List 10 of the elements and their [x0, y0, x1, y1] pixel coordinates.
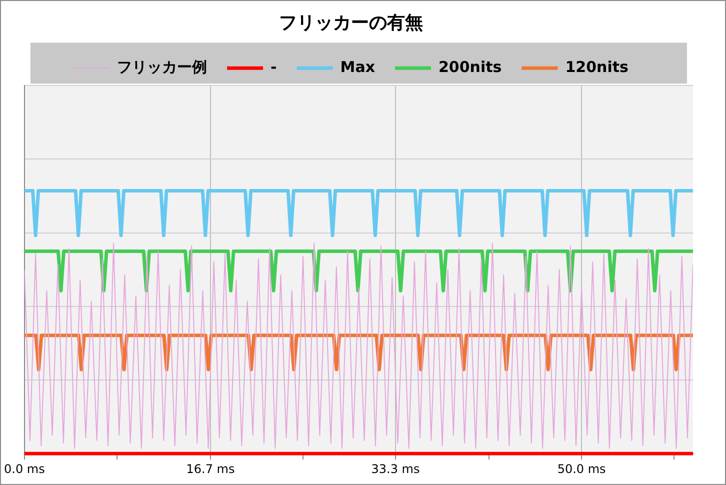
- legend-label: 120nits: [565, 58, 629, 76]
- x-tick-label: 16.7 ms: [186, 462, 235, 476]
- legend-label: -: [270, 58, 277, 76]
- legend-label: 200nits: [438, 58, 502, 76]
- chart-title: フリッカーの有無: [279, 12, 423, 34]
- x-tick-label: 0.0 ms: [4, 462, 45, 476]
- x-tick-label: 33.3 ms: [371, 462, 420, 476]
- legend-label: フリッカー例: [117, 58, 208, 76]
- legend-label: Max: [340, 58, 376, 76]
- x-tick-label: 50.0 ms: [557, 462, 606, 476]
